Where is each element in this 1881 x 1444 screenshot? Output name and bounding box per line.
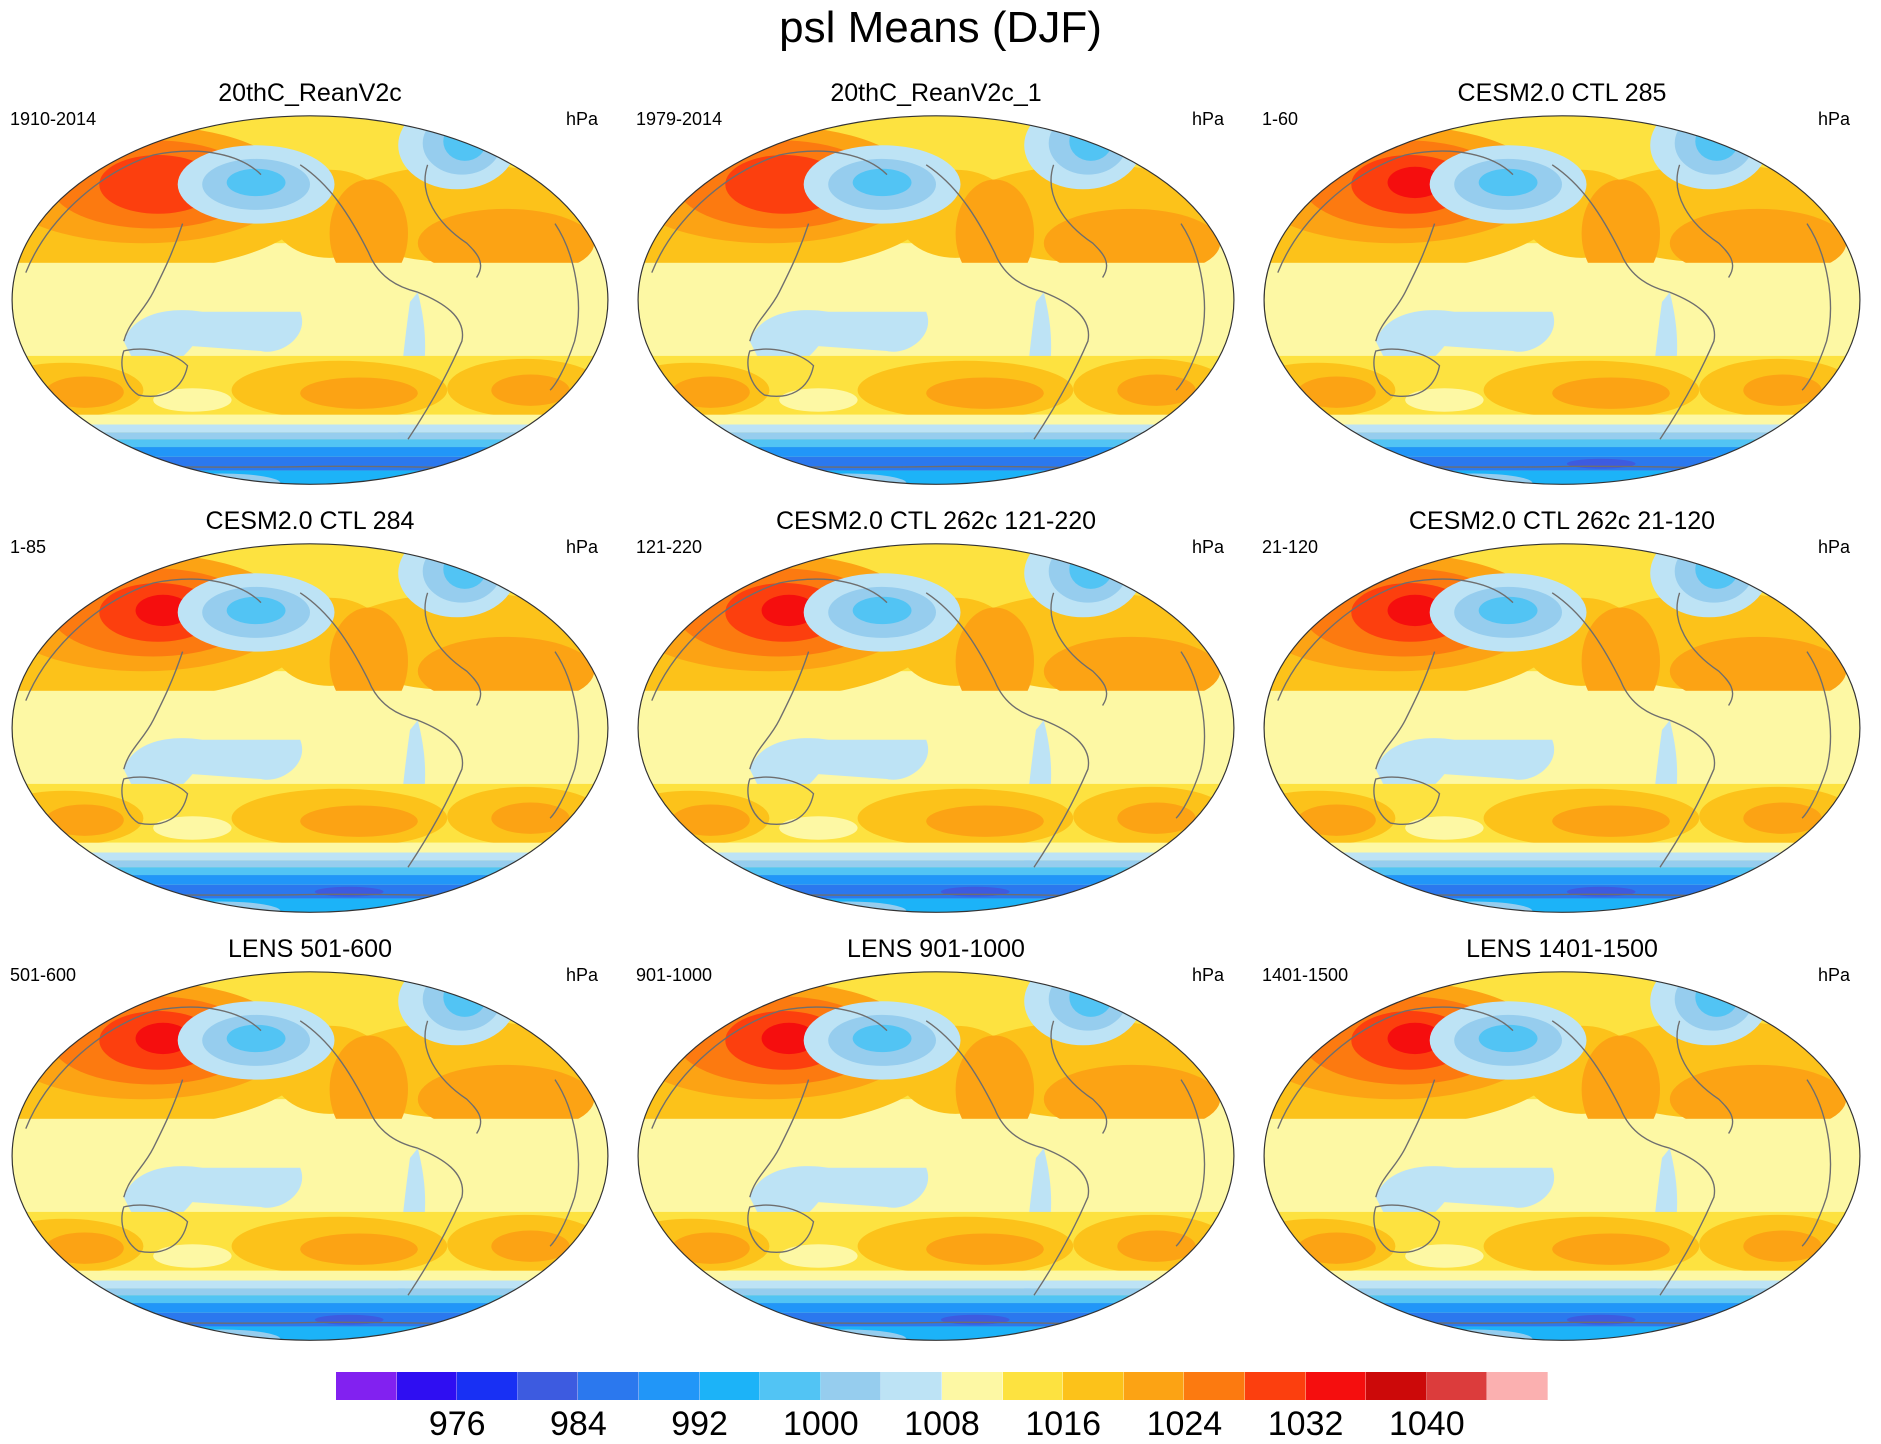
psl-field [638,971,1234,1341]
panel-title: LENS 501-600 [227,935,392,963]
colorbar-swatch [457,1372,518,1400]
panel-units-label: hPa [565,109,598,129]
world-map [637,543,1235,913]
psl-field [1264,115,1860,485]
panel-units-label: hPa [1191,109,1224,129]
colorbar-swatch [1063,1372,1124,1400]
panel-title: CESM2.0 CTL 284 [205,507,415,535]
panel-period-label: 21-120 [1262,537,1319,557]
map-panel: LENS 1401-1500 1401-1500 hPa [1252,934,1872,1354]
panel-title: 20thC_ReanV2c [218,79,402,107]
colorbar-tick-label: 1008 [904,1405,980,1443]
panel-period-label: 501-600 [10,965,77,985]
colorbar-swatch [1487,1372,1548,1400]
map-panel: 20thC_ReanV2c 1910-2014 hPa [0,78,620,498]
psl-field [12,543,608,913]
colorbar-swatch [1184,1372,1245,1400]
panel-period-label: 1-60 [1262,109,1299,129]
panel-grid: 20thC_ReanV2c 1910-2014 hPa 20thC_ReanV2c_1… [0,78,1872,1341]
colorbar-tick-label: 1016 [1025,1405,1101,1443]
map-panel: CESM2.0 CTL 262c 21-120 21-120 hPa [1252,506,1872,926]
colorbar-swatch [1245,1372,1306,1400]
panel-title: CESM2.0 CTL 262c 21-120 [1408,507,1716,535]
colorbar-tick-label: 1024 [1146,1405,1223,1443]
colorbar-tick-label: 1000 [782,1405,859,1443]
colorbar-swatch [820,1372,882,1400]
map-panel: CESM2.0 CTL 285 1-60 hPa [1252,78,1872,498]
panel-units-label: hPa [1191,965,1224,985]
colorbar-tick-label: 984 [550,1405,607,1443]
map-panel: CESM2.0 CTL 262c 121-220 121-220 hPa [626,506,1246,926]
panel-units-label: hPa [1817,109,1850,129]
colorbar-swatch [1366,1372,1427,1400]
panel-units-label: hPa [565,965,598,985]
panel-title: CESM2.0 CTL 262c 121-220 [775,507,1097,535]
colorbar-swatch [517,1372,579,1400]
panel-title: CESM2.0 CTL 285 [1457,79,1667,107]
colorbar-swatch [1123,1372,1185,1400]
colorbar-tick-label: 992 [671,1405,728,1443]
psl-field [12,971,608,1341]
world-map [11,543,609,913]
colorbar-tick-label: 1040 [1388,1405,1465,1443]
colorbar-swatch [1426,1372,1488,1400]
colorbar-swatch [760,1372,821,1400]
colorbar-swatch [1305,1372,1367,1400]
panel-period-label: 1979-2014 [636,109,723,129]
panel-period-label: 1910-2014 [10,109,97,129]
panel-period-label: 1401-1500 [1262,965,1349,985]
panel-units-label: hPa [1817,965,1850,985]
map-panel: LENS 501-600 501-600 hPa [0,934,620,1354]
panel-units-label: hPa [565,537,598,557]
panel-period-label: 121-220 [636,537,703,557]
world-map [11,971,609,1341]
map-panel: CESM2.0 CTL 284 1-85 hPa [0,506,620,926]
panel-period-label: 901-1000 [636,965,713,985]
map-panel: 20thC_ReanV2c_1 1979-2014 hPa [626,78,1246,498]
colorbar-swatch [578,1372,639,1400]
panel-units-label: hPa [1191,537,1224,557]
map-panel: LENS 901-1000 901-1000 hPa [626,934,1246,1354]
colorbar-swatch [881,1372,942,1400]
colorbar-swatch [396,1372,458,1400]
panel-title: 20thC_ReanV2c_1 [830,79,1042,107]
world-map [637,115,1235,485]
panel-period-label: 1-85 [10,537,47,557]
world-map [1263,115,1861,485]
psl-field [638,543,1234,913]
colorbar-tick-label: 1032 [1267,1405,1344,1443]
psl-field [638,115,1234,485]
world-map [637,971,1235,1341]
colorbar-swatch [942,1372,1003,1400]
world-map [1263,543,1861,913]
colorbar-swatch [639,1372,700,1400]
colorbar-tick-label: 976 [428,1405,486,1443]
psl-field [1264,543,1860,913]
colorbar-swatch [336,1372,397,1400]
figure-title: psl Means (DJF) [779,3,1102,52]
colorbar [336,1372,1548,1400]
world-map [1263,971,1861,1341]
panel-title: LENS 1401-1500 [1466,935,1658,963]
panel-units-label: hPa [1817,537,1850,557]
panel-title: LENS 901-1000 [847,935,1025,963]
world-map [11,115,609,485]
colorbar-swatch [1002,1372,1064,1400]
colorbar-swatch [699,1372,761,1400]
psl-field [1264,971,1860,1341]
psl-field [12,115,608,485]
